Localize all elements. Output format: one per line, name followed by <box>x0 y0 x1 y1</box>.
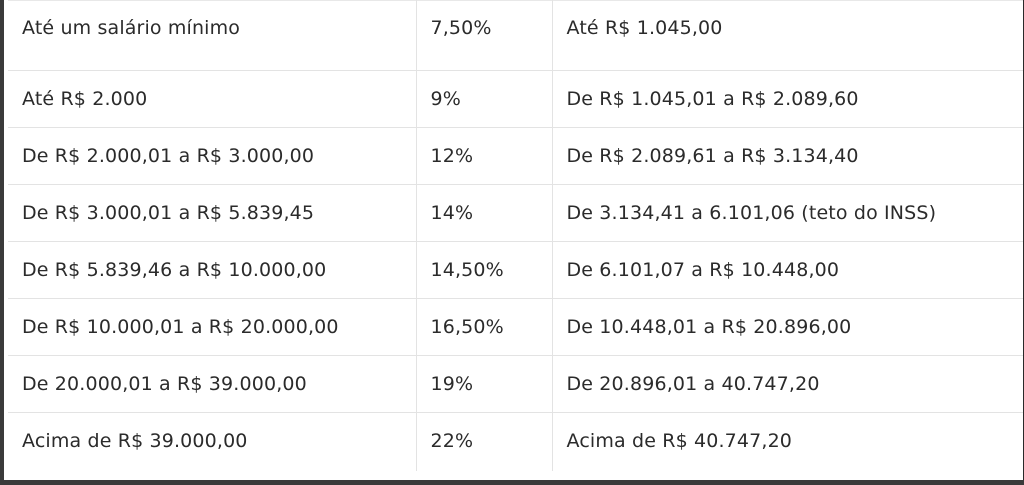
salary-range-new-cell: Acima de R$ 40.747,20 <box>566 430 793 452</box>
salary-range-new-cell: De 3.134,41 a 6.101,06 (teto do INSS) <box>552 184 1024 242</box>
contribution-rates-table: Até um salário mínimo 7,50% Até R$ 1.045… <box>8 0 1024 471</box>
table-row: De 20.000,01 a R$ 39.000,00 19% De 20.89… <box>8 355 1024 413</box>
salary-range-old-cell: Até R$ 2.000 <box>8 70 417 128</box>
salary-range-new-cell: Até R$ 1.045,00 <box>552 0 1024 71</box>
table-row: De R$ 5.839,46 a R$ 10.000,00 14,50% De … <box>8 241 1024 299</box>
salary-range-old-cell: De R$ 5.839,46 a R$ 10.000,00 <box>8 241 417 299</box>
salary-range-old-cell: De R$ 10.000,01 a R$ 20.000,00 <box>8 298 417 356</box>
table-row: De R$ 10.000,01 a R$ 20.000,00 16,50% De… <box>8 298 1024 356</box>
salary-range-new-cell: De R$ 2.089,61 a R$ 3.134,40 <box>552 127 1024 185</box>
rate-cell: 12% <box>416 127 553 185</box>
salary-range-old-cell: De R$ 3.000,01 a R$ 5.839,45 <box>8 184 417 242</box>
table-row: Até R$ 2.000 9% De R$ 1.045,01 a R$ 2.08… <box>8 70 1024 128</box>
rate-cell: 9% <box>416 70 553 128</box>
rate-cell: 22% <box>416 412 553 471</box>
table-row: Acima de R$ 39.000,00 22% Acima de R$ 40… <box>8 412 1024 471</box>
rate-cell: 14,50% <box>416 241 553 299</box>
table-row: De R$ 2.000,01 a R$ 3.000,00 12% De R$ 2… <box>8 127 1024 185</box>
salary-range-old-cell: De R$ 2.000,01 a R$ 3.000,00 <box>8 127 417 185</box>
rate-cell: 16,50% <box>416 298 553 356</box>
salary-range-old-cell: Acima de R$ 39.000,00 <box>8 412 417 471</box>
rate-cell: 19% <box>416 355 553 413</box>
rate-cell: 14% <box>416 184 553 242</box>
table-row: Até um salário mínimo 7,50% Até R$ 1.045… <box>8 0 1024 71</box>
salary-range-old-cell: De 20.000,01 a R$ 39.000,00 <box>8 355 417 413</box>
salary-range-new-cell: De 6.101,07 a R$ 10.448,00 <box>552 241 1024 299</box>
salary-range-new-cell: De R$ 1.045,01 a R$ 2.089,60 <box>552 70 1024 128</box>
salary-range-new-cell: De 20.896,01 a 40.747,20 <box>552 355 1024 413</box>
salary-range-new-cell: De 10.448,01 a R$ 20.896,00 <box>552 298 1024 356</box>
salary-range-old-cell: Até um salário mínimo <box>8 0 417 71</box>
table-row: De R$ 3.000,01 a R$ 5.839,45 14% De 3.13… <box>8 184 1024 242</box>
rate-cell: 7,50% <box>416 0 553 71</box>
